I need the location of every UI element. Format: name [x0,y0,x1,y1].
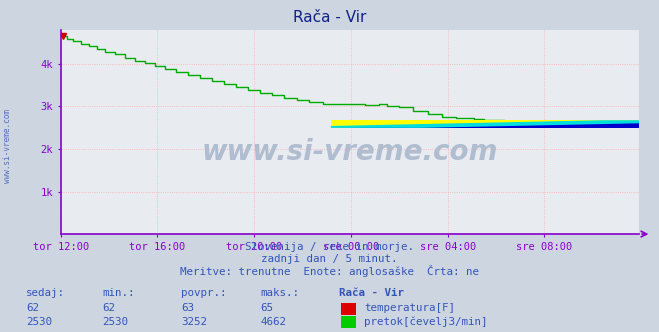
Text: 62: 62 [102,303,115,313]
Text: maks.:: maks.: [260,288,299,298]
Text: www.si-vreme.com: www.si-vreme.com [202,138,498,166]
Text: 65: 65 [260,303,273,313]
Text: povpr.:: povpr.: [181,288,227,298]
Text: zadnji dan / 5 minut.: zadnji dan / 5 minut. [261,254,398,264]
Text: pretok[čevelj3/min]: pretok[čevelj3/min] [364,316,488,327]
Text: 63: 63 [181,303,194,313]
Text: 4662: 4662 [260,317,286,327]
Text: Meritve: trenutne  Enote: anglosaške  Črta: ne: Meritve: trenutne Enote: anglosaške Črta… [180,265,479,277]
Text: 2530: 2530 [26,317,52,327]
Text: sedaj:: sedaj: [26,288,65,298]
Text: 62: 62 [26,303,40,313]
Polygon shape [331,120,659,128]
Text: Rača - Vir: Rača - Vir [339,288,405,298]
Polygon shape [331,120,659,128]
Text: Rača - Vir: Rača - Vir [293,10,366,25]
Bar [331,120,659,128]
Text: Slovenija / reke in morje.: Slovenija / reke in morje. [245,242,414,252]
Text: temperatura[F]: temperatura[F] [364,303,455,313]
Text: min.:: min.: [102,288,134,298]
Text: 3252: 3252 [181,317,207,327]
Text: 2530: 2530 [102,317,128,327]
Text: www.si-vreme.com: www.si-vreme.com [3,109,13,183]
